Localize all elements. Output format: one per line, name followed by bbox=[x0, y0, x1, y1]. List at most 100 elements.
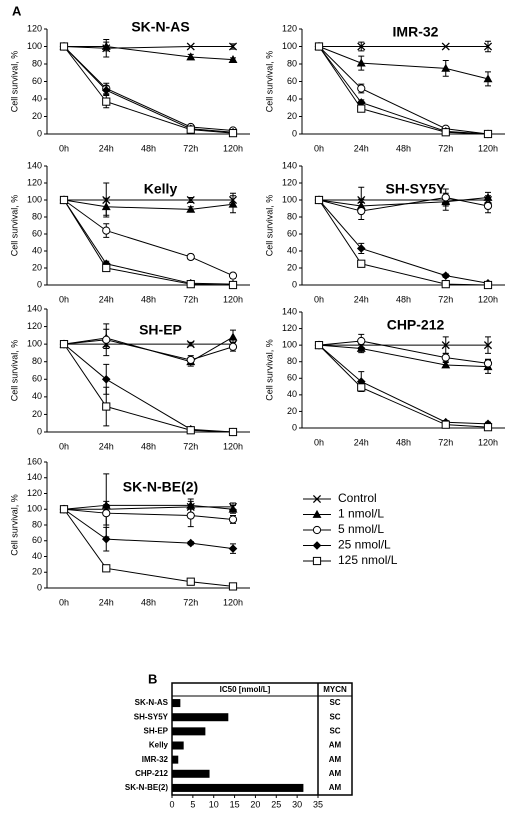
marker bbox=[357, 42, 366, 51]
y-tick-label: 120 bbox=[282, 23, 297, 33]
y-tick-label: 100 bbox=[27, 339, 42, 349]
y-tick-label: 60 bbox=[287, 373, 297, 383]
y-tick-label: 60 bbox=[32, 374, 42, 384]
x-tick-label: 48h bbox=[396, 437, 411, 447]
x-tick-label: 120h bbox=[223, 294, 243, 304]
marker bbox=[186, 538, 196, 548]
y-tick-label: 80 bbox=[32, 356, 42, 366]
y-tick-label: 100 bbox=[282, 194, 297, 204]
series-line bbox=[63, 508, 234, 520]
table-cell: AM bbox=[329, 769, 342, 778]
y-tick-label: 20 bbox=[32, 111, 42, 121]
bar bbox=[172, 713, 229, 722]
marker bbox=[483, 423, 493, 432]
y-tick-label: 120 bbox=[27, 321, 42, 331]
category-label: IMR-32 bbox=[142, 755, 169, 764]
chart-title: SK-N-AS bbox=[131, 19, 189, 35]
x-tick-label: 72h bbox=[438, 437, 453, 447]
y-tick-label: 100 bbox=[282, 41, 297, 51]
series-line bbox=[318, 340, 489, 364]
y-tick-label: 40 bbox=[32, 245, 42, 255]
series-line bbox=[318, 46, 489, 135]
marker bbox=[228, 54, 238, 64]
marker bbox=[228, 427, 238, 437]
marker bbox=[101, 41, 111, 50]
y-axis-label: Cell survival, % bbox=[264, 51, 274, 113]
table-cell: AM bbox=[329, 755, 342, 764]
marker bbox=[441, 193, 450, 202]
marker bbox=[441, 42, 450, 51]
marker bbox=[228, 42, 238, 51]
marker bbox=[441, 353, 450, 362]
y-tick-label: 80 bbox=[32, 519, 42, 529]
plot-frame bbox=[171, 682, 353, 796]
y-tick-label: 60 bbox=[32, 228, 42, 238]
y-tick-label: 40 bbox=[32, 93, 42, 103]
x-tick-label: 24h bbox=[354, 437, 369, 447]
marker bbox=[228, 515, 238, 524]
table-cell: SC bbox=[329, 698, 340, 707]
y-tick-label: 120 bbox=[27, 23, 42, 33]
marker bbox=[186, 577, 195, 586]
legend-label: 25 nmol/L bbox=[338, 538, 391, 552]
y-tick-label: 140 bbox=[27, 303, 42, 313]
category-label: CHP-212 bbox=[135, 769, 168, 778]
table-cell: SC bbox=[329, 726, 340, 735]
x-tick-label: 72h bbox=[183, 441, 198, 451]
x-axis-label: IC50 [nmol/L] bbox=[220, 685, 271, 694]
marker bbox=[441, 63, 451, 72]
y-tick-label: 120 bbox=[282, 177, 297, 187]
x-tick-label: 120h bbox=[223, 143, 243, 153]
marker bbox=[102, 509, 111, 518]
marker bbox=[186, 42, 195, 51]
category-label: SK-N-AS bbox=[135, 698, 169, 707]
marker bbox=[186, 252, 195, 262]
y-axis-label: Cell survival, % bbox=[9, 51, 19, 113]
bar bbox=[172, 769, 210, 778]
panel-label: B bbox=[148, 671, 157, 686]
marker bbox=[314, 42, 324, 51]
x-tick-label: 24h bbox=[99, 441, 114, 451]
series-line bbox=[63, 199, 234, 285]
legend-label: 1 nmol/L bbox=[338, 507, 384, 521]
x-tick-label: 0h bbox=[59, 597, 69, 607]
legend-label: Control bbox=[338, 491, 377, 505]
marker bbox=[441, 360, 451, 369]
marker bbox=[228, 129, 238, 138]
marker bbox=[483, 129, 493, 139]
y-tick-label: 160 bbox=[27, 456, 42, 466]
marker bbox=[356, 58, 366, 67]
legend-marker bbox=[312, 494, 322, 504]
category-label: Kelly bbox=[149, 741, 169, 750]
series-line bbox=[63, 508, 234, 550]
category-label: SK-N-BE(2) bbox=[125, 783, 168, 792]
y-tick-label: 60 bbox=[287, 76, 297, 86]
marker bbox=[186, 280, 195, 289]
series-line bbox=[63, 46, 233, 49]
y-tick-label: 40 bbox=[287, 389, 297, 399]
series-line bbox=[64, 46, 234, 61]
marker bbox=[357, 336, 366, 346]
marker bbox=[356, 244, 366, 253]
y-tick-label: 0 bbox=[37, 279, 42, 289]
marker bbox=[186, 340, 195, 349]
x-tick-label: 120h bbox=[223, 441, 243, 451]
series-line bbox=[63, 46, 234, 133]
y-tick-label: 0 bbox=[292, 279, 297, 289]
x-tick-label: 5 bbox=[190, 799, 195, 809]
marker bbox=[102, 564, 111, 573]
marker bbox=[59, 505, 69, 514]
series-line bbox=[63, 46, 234, 131]
marker bbox=[101, 202, 111, 211]
series-line bbox=[318, 196, 489, 212]
x-tick-label: 48h bbox=[141, 441, 156, 451]
x-tick-label: 20 bbox=[250, 799, 260, 809]
marker bbox=[228, 280, 238, 290]
y-tick-label: 40 bbox=[287, 245, 297, 255]
marker bbox=[102, 402, 111, 411]
marker bbox=[357, 383, 366, 392]
series-line bbox=[318, 344, 489, 368]
series-line bbox=[63, 508, 234, 587]
series-line bbox=[63, 343, 234, 433]
y-tick-label: 100 bbox=[27, 504, 42, 514]
